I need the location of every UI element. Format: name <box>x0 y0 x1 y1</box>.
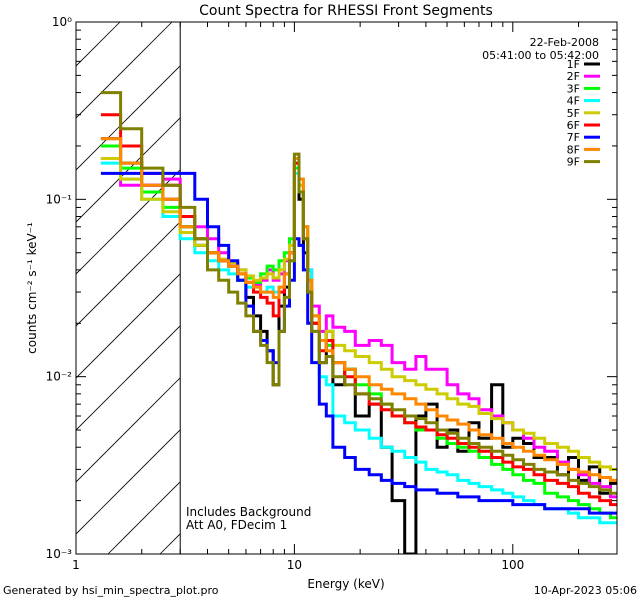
hatch-line <box>76 325 181 431</box>
hatch-line <box>76 117 181 223</box>
y-tick-label: 10⁻¹ <box>46 192 73 206</box>
legend-label-6F: 6F <box>567 119 580 132</box>
y-tick-label: 10⁻³ <box>46 547 73 561</box>
x-tick-label: 100 <box>501 558 524 572</box>
legend-label-3F: 3F <box>567 82 580 95</box>
series-line-3F <box>100 144 617 520</box>
header-time-range: 05:41:00 to 05:42:00 <box>482 49 599 62</box>
excluded-region-hatch <box>76 22 181 554</box>
hatch-line <box>76 22 121 67</box>
x-tick-label: 1 <box>72 558 80 572</box>
series-line-5F <box>100 157 617 471</box>
x-tick-label: 10 <box>287 558 302 572</box>
legend-label-2F: 2F <box>567 70 580 83</box>
series-layer <box>100 91 617 554</box>
hatch-line <box>76 22 173 119</box>
annotation-attenuator: Att A0, FDecim 1 <box>186 518 287 532</box>
footer-timestamp: 10-Apr-2023 05:06 <box>534 584 637 597</box>
series-line-7F <box>100 171 617 515</box>
legend-label-1F: 1F <box>567 58 580 71</box>
hatch-line <box>76 429 181 535</box>
y-tick-label: 10⁰ <box>52 15 72 29</box>
legend-label-7F: 7F <box>567 131 580 144</box>
hatch-line <box>76 221 181 327</box>
hatch-line <box>76 65 181 171</box>
y-axis-label: counts cm⁻² s⁻¹ keV⁻¹ <box>25 222 39 354</box>
footer-generated-by: Generated by hsi_min_spectra_plot.pro <box>3 584 219 597</box>
legend-label-5F: 5F <box>567 107 580 120</box>
legend-label-4F: 4F <box>567 95 580 108</box>
x-axis-label: Energy (keV) <box>307 577 384 591</box>
chart-title: Count Spectra for RHESSI Front Segments <box>199 3 493 19</box>
legend-label-8F: 8F <box>567 143 580 156</box>
header-date: 22-Feb-2008 <box>530 36 599 49</box>
axes: 1 10 100 10⁻³ 10⁻² 10⁻¹ 10⁰ <box>46 15 618 572</box>
y-tick-label: 10⁻² <box>46 370 73 384</box>
series-line-9F <box>100 91 617 495</box>
annotation-background: Includes Background <box>186 505 311 519</box>
hatch-line <box>76 377 181 483</box>
series-line-4F <box>100 161 617 525</box>
legend-label-9F: 9F <box>567 156 580 169</box>
series-line-8F <box>100 137 617 482</box>
hatch-line <box>76 273 181 379</box>
plot-frame <box>75 21 618 555</box>
